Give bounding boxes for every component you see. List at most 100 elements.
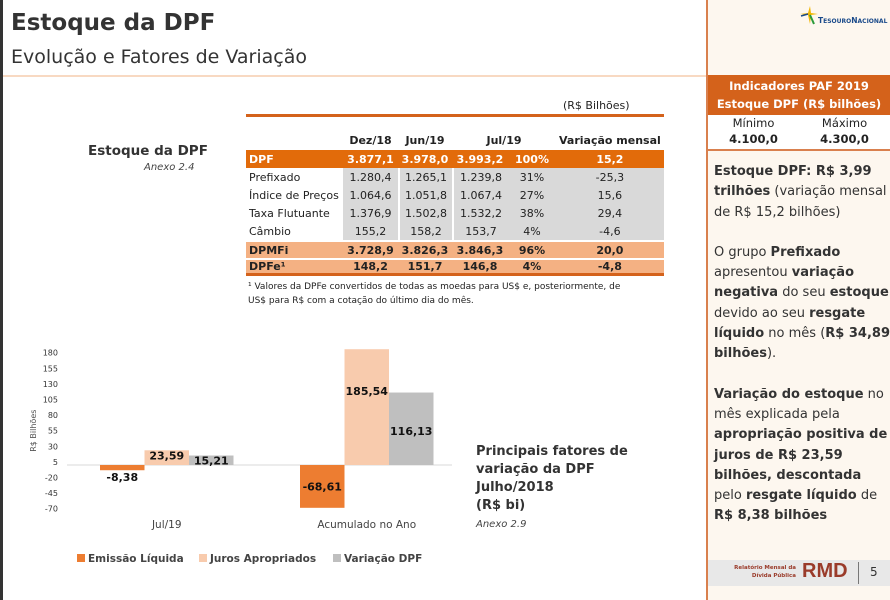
text-run: Variação do estoque	[714, 386, 864, 402]
row-label: DPF	[246, 150, 343, 168]
paf-indicators: Indicadores PAF 2019 Estoque DPF (R$ bilh…	[708, 75, 890, 151]
rmd-brand: RMD	[802, 560, 848, 582]
text-run: Estoque DPF: R$ 3,99 trilhões	[714, 164, 872, 200]
legend-label: Emissão Líquida	[88, 553, 184, 565]
text-run: variação negativa	[714, 265, 855, 301]
panel-text: Estoque DPF: R$ 3,99 trilhões (variação …	[714, 162, 890, 547]
text-run: ).	[766, 346, 777, 362]
cell: 158,2	[398, 222, 452, 240]
footer-divider	[858, 562, 859, 584]
legend-label: Variação DPF	[344, 553, 422, 565]
stock-table: Dez/18 Jun/19 Jul/19 Variação mensal DPF…	[246, 114, 664, 276]
cell: 3.978,0	[398, 150, 452, 168]
bar-0-0	[100, 465, 145, 471]
cell: -25,3	[556, 168, 664, 186]
y-tick-label: 30	[48, 442, 58, 451]
cell: 3.846,3	[452, 240, 508, 258]
factors-chart: 180 155 130 105 80 55 30 5 -20 -45 -70 R$ Bilhões -8…	[29, 349, 452, 565]
stock-label: Estoque da DPF	[88, 143, 208, 159]
x-tick-label: Acumulado no Ano	[317, 519, 416, 531]
legend-swatch	[199, 554, 207, 562]
paf-title: Indicadores PAF 2019	[729, 79, 869, 93]
data-label: 185,54	[346, 385, 389, 398]
table-row: Câmbio 155,2 158,2 153,7 4% -4,6	[246, 222, 664, 240]
table-row: Prefixado 1.280,4 1.265,1 1.239,8 31% -25,3	[246, 168, 664, 186]
y-tick-label: 130	[43, 380, 58, 389]
data-label: -8,38	[106, 471, 138, 484]
variation-paragraph: Variação do estoque no mês explicada pel…	[714, 385, 890, 527]
table-unit: (R$ Bilhões)	[563, 99, 630, 112]
cell: 1.265,1	[398, 168, 452, 186]
paf-subtitle: Estoque DPF (R$ bilhões)	[716, 97, 882, 111]
cell: 1.376,9	[343, 204, 398, 222]
cell: 153,7	[452, 222, 508, 240]
col-variacao: Variação mensal	[559, 134, 661, 147]
y-tick-label: -45	[45, 489, 58, 498]
cell: 3.993,2	[452, 150, 508, 168]
cell: 1.051,8	[398, 186, 452, 204]
row-label: DPFe¹	[246, 258, 343, 276]
legend-swatch	[77, 554, 85, 562]
text-run: (variação mensal de R$ 15,2 bilhões)	[714, 184, 887, 220]
cell: 146,8	[452, 258, 508, 276]
cell: 96%	[508, 240, 556, 258]
col-jun19: Jun/19	[405, 134, 445, 147]
page-number: 5	[870, 565, 878, 579]
row-label: Índice de Preços	[249, 188, 339, 202]
chart-annex: Anexo 2.9	[476, 519, 527, 530]
text-run: no mês (	[764, 326, 826, 342]
y-tick-label: 105	[43, 395, 58, 404]
table-row: DPMFi 3.728,9 3.826,3 3.846,3 96% 20,0	[246, 240, 664, 258]
x-tick-label: Jul/19	[151, 519, 182, 531]
table-row: DPFe¹ 148,2 151,7 146,8 4% -4,8	[246, 258, 664, 276]
y-tick-label: 55	[48, 427, 58, 436]
text-run: pelo	[714, 488, 746, 504]
y-tick-label: -20	[45, 473, 58, 482]
tesouro-logo: TESOURONACIONAL	[798, 4, 888, 30]
text-run: estoque	[829, 285, 889, 301]
chart-title: Principais fatores de variação da DPF Ju…	[476, 444, 628, 513]
data-label: 15,21	[194, 455, 229, 468]
legend-swatch	[333, 554, 341, 562]
row-label: Prefixado	[249, 170, 301, 184]
y-tick-label: 80	[48, 411, 58, 420]
left-border	[0, 0, 3, 600]
star-logo-icon	[800, 6, 818, 25]
row-label: Câmbio	[249, 224, 291, 238]
text-run: resgate líquido	[714, 305, 866, 342]
page-subtitle: Evolução e Fatores de Variação	[11, 46, 308, 68]
bar-0-1	[300, 465, 345, 508]
cell: 38%	[508, 204, 556, 222]
text-run: devido ao seu	[714, 305, 810, 321]
y-tick-label: -70	[45, 505, 58, 514]
footer: Relatório Mensal da Dívida Pública RMD 5	[708, 560, 890, 586]
text-run: resgate líquido	[745, 488, 857, 504]
cell: 151,7	[398, 258, 452, 276]
bar-2-0	[189, 455, 234, 465]
table-footnote: ¹ Valores da DPFe convertidos de todas a…	[248, 282, 621, 306]
table-row: Taxa Flutuante 1.376,9 1.502,8 1.532,2 38% 29…	[246, 204, 664, 222]
text-run: de	[856, 488, 878, 504]
report-name: Relatório Mensal da Dívida Pública	[734, 565, 796, 579]
cell: 3.877,1	[343, 150, 398, 168]
row-label: Taxa Flutuante	[249, 206, 330, 220]
cell: 15,6	[556, 186, 664, 204]
text-run: apresentou	[714, 265, 792, 281]
text-run: R$ 34,89 bilhões	[714, 326, 890, 362]
cell: 1.280,4	[343, 168, 398, 186]
cell: 155,2	[343, 222, 398, 240]
cell: 100%	[508, 150, 556, 168]
y-tick-label: 155	[43, 364, 58, 373]
min-value: 4.100,0	[729, 132, 778, 146]
text-run: apropriação positiva de juros de R$ 23,5…	[714, 427, 888, 483]
cell: 1.532,2	[452, 204, 508, 222]
text-run: do seu	[778, 285, 830, 301]
max-label: Máximo	[821, 116, 868, 130]
text-run: R$ 8,38 bilhões	[714, 508, 828, 524]
min-label: Mínimo	[732, 116, 775, 130]
cell: 29,4	[556, 204, 664, 222]
y-axis-label: R$ Bilhões	[29, 410, 38, 452]
prefixado-paragraph: O grupo Prefixado apresentou variação ne…	[714, 243, 890, 365]
cell: 20,0	[556, 240, 664, 258]
cell: 3.826,3	[398, 240, 452, 258]
